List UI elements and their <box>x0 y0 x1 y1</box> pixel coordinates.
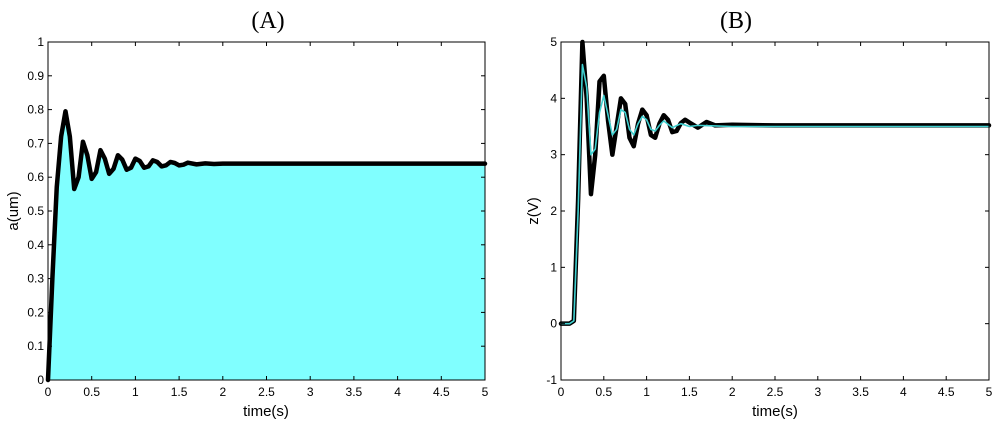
panel-a-series-1-line <box>45 109 488 383</box>
panel-b-series-2-line <box>560 63 990 325</box>
panel-b-ytick-label: -1 <box>546 373 557 387</box>
panel-b-xtick-label: 0 <box>558 385 565 399</box>
panel-b-xtick-label: 4 <box>900 385 907 399</box>
panel-b-xlabel: time(s) <box>752 403 798 420</box>
panel-b-xtick-label: 1 <box>643 385 650 399</box>
panel-a-ticks: 0 0.5 1 1.5 2 2.5 3 3.5 4 4.5 5 0 0.1 0.2 0.3 0.4 0.5 0.6… <box>27 35 488 399</box>
panel-b-xtick-label: 1.5 <box>681 385 698 399</box>
panel-b-xtick-label: 0.5 <box>595 385 612 399</box>
panel-a: (A) 0 0.5 1 1.5 2 2.5 3 3.5 4 4.5 5 0 0.1 0.2 0.3 0.4 0.… <box>5 8 489 420</box>
panel-a-marks <box>45 109 488 383</box>
panel-b-ytick-label: 4 <box>550 91 557 105</box>
panel-a-ytick-label: 0.4 <box>27 238 44 252</box>
panel-b-ytick-label: 0 <box>550 317 557 331</box>
panel-a-xtick-label: 1 <box>132 385 139 399</box>
panel-a-ytick-label: 0.8 <box>27 103 44 117</box>
panel-b-xtick-label: 2 <box>729 385 736 399</box>
panel-a-ytick-label: 0.1 <box>27 339 44 353</box>
panel-a-area-fill <box>48 111 485 380</box>
panel-b-xtick-label: 5 <box>986 385 993 399</box>
panel-b-ytick-label: 2 <box>550 204 557 218</box>
panel-a-ytick-label: 0.5 <box>27 204 44 218</box>
panel-a-xtick-label: 4 <box>394 385 401 399</box>
panel-b-marks <box>558 39 992 326</box>
panel-a-xtick-label: 0 <box>45 385 52 399</box>
panel-b-xtick-label: 3 <box>814 385 821 399</box>
panel-a-xtick-label: 2 <box>219 385 226 399</box>
panel-b-series-1-line <box>558 39 992 326</box>
panel-a-title: (A) <box>251 8 284 34</box>
panel-b-ytick-label: 3 <box>550 148 557 162</box>
panel-b-xtick-label: 3.5 <box>852 385 869 399</box>
panel-a-xlabel: time(s) <box>243 403 289 420</box>
panel-a-ytick-label: 1 <box>37 35 44 49</box>
panel-a-ytick-label: 0.9 <box>27 69 44 83</box>
panel-a-ytick-label: 0.3 <box>27 272 44 286</box>
panel-a-xtick-label: 0.5 <box>83 385 100 399</box>
panel-b-xtick-label: 4.5 <box>938 385 955 399</box>
panel-a-xtick-label: 3.5 <box>346 385 363 399</box>
panel-b-title: (B) <box>720 8 752 34</box>
panel-a-xtick-label: 2.5 <box>258 385 275 399</box>
panel-a-xtick-label: 3 <box>307 385 314 399</box>
panel-a-xtick-label: 1.5 <box>171 385 188 399</box>
panel-a-ytick-label: 0.7 <box>27 136 44 150</box>
panel-b-xtick-label: 2.5 <box>767 385 784 399</box>
panel-b-plot-area <box>561 42 989 380</box>
panel-a-xtick-label: 4.5 <box>433 385 450 399</box>
panel-a-ytick-label: 0 <box>37 373 44 387</box>
panel-b-ylabel: z(V) <box>525 197 542 225</box>
panel-a-ylabel: a(um) <box>5 191 22 230</box>
panel-a-ytick-label: 0.6 <box>27 170 44 184</box>
panel-a-xtick-label: 5 <box>482 385 489 399</box>
panel-b-ytick-label: 1 <box>550 260 557 274</box>
panel-b-ytick-label: 5 <box>550 35 557 49</box>
panel-a-ytick-label: 0.2 <box>27 305 44 319</box>
